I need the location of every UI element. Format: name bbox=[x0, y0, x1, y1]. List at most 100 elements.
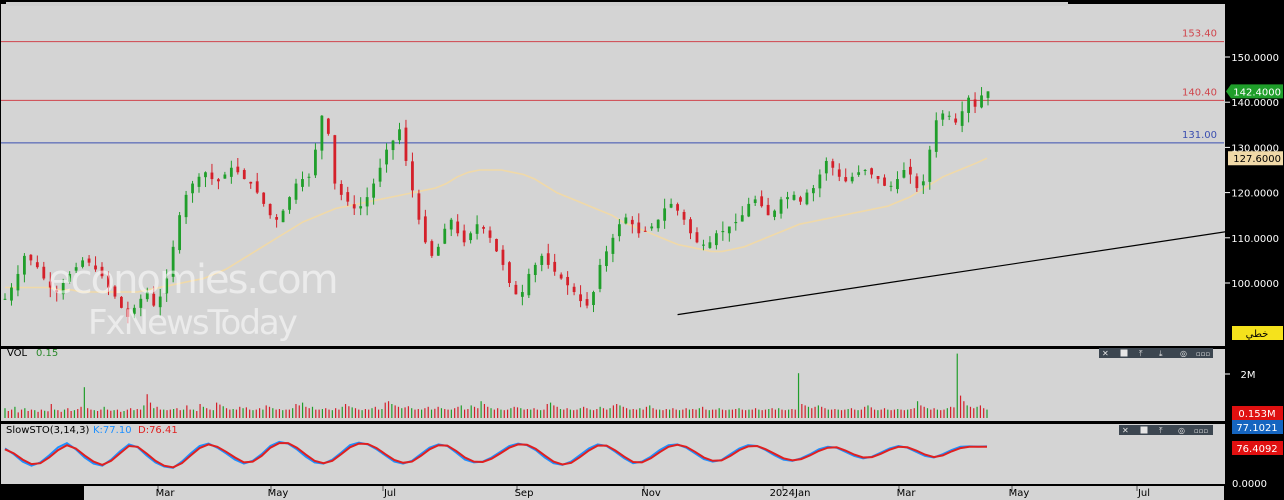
candle bbox=[288, 196, 291, 214]
svg-text:▫▫▫: ▫▫▫ bbox=[1194, 427, 1208, 435]
candle bbox=[16, 265, 20, 297]
candle bbox=[475, 215, 479, 240]
volume-panel-controls[interactable]: ✕ ⤒ ⤓ ◎ ▫▫▫ bbox=[1099, 348, 1213, 358]
candle bbox=[980, 87, 983, 109]
candle bbox=[223, 171, 227, 179]
y-tick-label: 140.0000 bbox=[1231, 98, 1279, 109]
stochastic-d-last-label: 76.4092 bbox=[1236, 444, 1277, 455]
candle bbox=[94, 256, 97, 272]
candle bbox=[876, 175, 880, 184]
candle bbox=[598, 258, 602, 293]
y-tick-label: 120.0000 bbox=[1231, 189, 1279, 200]
candle bbox=[171, 240, 175, 283]
volume-value: 0.15 bbox=[36, 348, 58, 359]
stochastic-panel-label: SlowSTO(3,14,3) bbox=[6, 425, 89, 436]
candle bbox=[326, 117, 330, 136]
candle bbox=[346, 186, 350, 206]
stochastic-d-label: D:76.41 bbox=[138, 425, 178, 436]
candle bbox=[643, 226, 647, 232]
candle bbox=[443, 223, 447, 245]
candle bbox=[339, 180, 343, 201]
candle bbox=[165, 269, 169, 302]
last-price-label: 142.4000 bbox=[1233, 87, 1281, 98]
x-tick-label: Mar bbox=[897, 488, 917, 499]
candle bbox=[482, 225, 485, 234]
candle bbox=[204, 171, 207, 188]
candle bbox=[210, 163, 214, 185]
svg-text:FxNewsToday: FxNewsToday bbox=[88, 303, 298, 343]
candle bbox=[540, 253, 544, 272]
candle bbox=[708, 236, 712, 249]
candle bbox=[126, 301, 130, 324]
candle bbox=[262, 192, 266, 207]
candle bbox=[902, 162, 906, 179]
candle bbox=[799, 195, 802, 205]
candle bbox=[320, 114, 324, 160]
trendline[interactable] bbox=[677, 118, 1284, 316]
candle bbox=[637, 213, 641, 238]
x-tick-label: Jul bbox=[1137, 488, 1150, 499]
candle bbox=[850, 172, 854, 184]
candle bbox=[960, 101, 964, 133]
candle bbox=[449, 217, 453, 237]
candle bbox=[566, 271, 570, 295]
candle bbox=[947, 111, 951, 121]
top-scrollbar[interactable] bbox=[6, 2, 1068, 6]
candle bbox=[314, 143, 317, 178]
stochastic-panel-controls[interactable]: ✕ ⤒ ◎ ▫▫▫ bbox=[1119, 425, 1213, 435]
candle bbox=[857, 165, 861, 177]
candle bbox=[714, 230, 718, 250]
volume-tick-label: 2M bbox=[1241, 370, 1256, 381]
x-tick-label: Jul bbox=[383, 488, 396, 499]
candle bbox=[676, 202, 679, 216]
candle bbox=[294, 178, 298, 204]
x-tick-label: Nov bbox=[641, 488, 661, 499]
stochastic-panel[interactable] bbox=[1, 424, 1225, 484]
svg-text:◎: ◎ bbox=[1178, 426, 1185, 435]
candle bbox=[281, 209, 285, 223]
svg-text:✕: ✕ bbox=[1102, 349, 1109, 358]
level-label-140.40: 140.40 bbox=[1182, 87, 1217, 98]
candle bbox=[365, 187, 369, 216]
candle bbox=[630, 216, 634, 234]
candle bbox=[908, 158, 912, 184]
candle bbox=[81, 257, 85, 269]
candle bbox=[779, 196, 783, 219]
candle bbox=[456, 214, 460, 237]
candle bbox=[786, 191, 789, 209]
candle bbox=[87, 255, 91, 267]
level-label-131.00: 131.00 bbox=[1182, 130, 1217, 141]
candle bbox=[132, 304, 136, 319]
drawing-tag-label: خطي bbox=[1246, 329, 1269, 340]
svg-text:✕: ✕ bbox=[1122, 426, 1129, 435]
candle bbox=[624, 213, 628, 225]
svg-text:economies.com: economies.com bbox=[48, 257, 337, 303]
last-price-badge bbox=[1226, 84, 1283, 99]
candle bbox=[702, 239, 705, 251]
candle bbox=[740, 206, 744, 222]
moving-average-line bbox=[5, 157, 988, 293]
candle bbox=[249, 181, 253, 189]
y-tick-label: 110.0000 bbox=[1231, 234, 1279, 245]
candle bbox=[579, 285, 582, 308]
drawing-tag-badge[interactable] bbox=[1232, 326, 1283, 340]
level-label-153.40: 153.40 bbox=[1182, 29, 1217, 40]
x-tick-label: Sep bbox=[515, 488, 534, 499]
candle bbox=[508, 261, 511, 288]
candle bbox=[986, 91, 990, 106]
candle bbox=[139, 294, 143, 317]
candle bbox=[268, 203, 272, 219]
candle bbox=[721, 221, 725, 241]
candle bbox=[805, 189, 809, 206]
candle bbox=[236, 158, 240, 175]
candle bbox=[301, 171, 304, 192]
stochastic-d-line bbox=[4, 442, 988, 469]
candle bbox=[533, 262, 537, 283]
candle bbox=[617, 218, 621, 242]
candle bbox=[527, 268, 531, 299]
candle bbox=[61, 278, 65, 300]
candle bbox=[747, 197, 751, 218]
candle bbox=[398, 122, 401, 145]
candle bbox=[811, 184, 815, 202]
candle bbox=[158, 288, 162, 316]
